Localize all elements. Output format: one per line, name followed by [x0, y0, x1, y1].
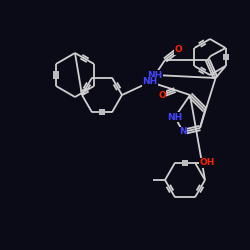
Text: N: N	[179, 128, 187, 136]
Text: NH: NH	[148, 70, 162, 80]
Text: NH: NH	[142, 78, 158, 86]
Text: O: O	[158, 90, 166, 100]
Text: O: O	[174, 46, 182, 54]
Text: OH: OH	[199, 158, 215, 167]
Text: NH: NH	[168, 112, 182, 122]
